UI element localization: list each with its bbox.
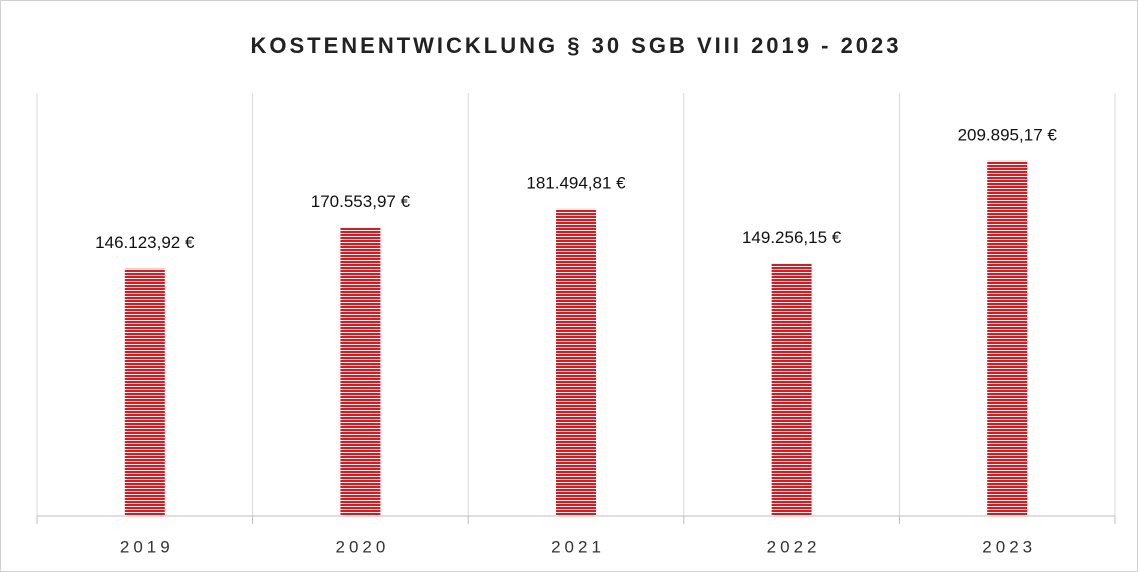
x-tick-label: 2022 <box>767 537 821 556</box>
bar <box>771 263 812 516</box>
data-label: 146.123,92 € <box>95 233 195 252</box>
bar <box>556 208 596 517</box>
chart-title: KOSTENENTWICKLUNG § 30 SGB VIII 2019 - 2… <box>250 33 901 58</box>
bar <box>340 227 381 517</box>
data-label: 149.256,15 € <box>742 228 842 247</box>
x-tick-label: 2019 <box>120 537 174 556</box>
bar <box>124 268 165 516</box>
data-label: 181.494,81 € <box>526 173 626 192</box>
data-label: 170.553,97 € <box>311 192 411 211</box>
x-tick-label: 2021 <box>551 537 605 556</box>
x-tick-label: 2023 <box>982 537 1036 556</box>
data-label: 209.895,17 € <box>958 125 1058 144</box>
bar <box>987 160 1028 517</box>
x-tick-label: 2020 <box>335 537 389 556</box>
